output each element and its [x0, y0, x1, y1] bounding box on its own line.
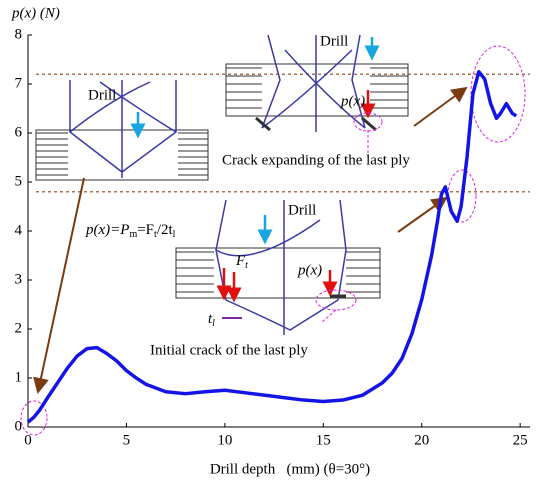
- x-tick-label: 10: [217, 432, 232, 448]
- x-axis-label: Drill depth (mm) (θ=30°): [210, 461, 370, 477]
- annotation: Drill: [288, 202, 316, 218]
- y-tick-label: 1: [15, 369, 23, 385]
- y-tick-label: 3: [15, 271, 23, 287]
- y-tick-label: 5: [15, 173, 23, 189]
- annotation-part: t: [245, 260, 248, 271]
- annotation: Crack expanding of the last ply: [222, 152, 410, 168]
- y-tick-label: 2: [15, 320, 23, 336]
- x-tick-label: 0: [24, 432, 32, 448]
- data-line: [28, 72, 516, 422]
- y-tick-label: 8: [15, 26, 23, 42]
- inset-drill-1: [36, 80, 208, 180]
- x-tick-label: 5: [123, 432, 131, 448]
- annotation: p(x): [340, 93, 365, 109]
- y-tick-label: 4: [15, 222, 23, 238]
- formula-part: /2t: [157, 222, 174, 238]
- annotation: tl: [208, 311, 215, 329]
- annotation: Ft: [235, 253, 248, 271]
- x-tick-label: 15: [316, 432, 331, 448]
- y-tick-label: 7: [15, 75, 23, 91]
- y-axis-label: p(x) (N): [11, 5, 60, 21]
- x-tick-label: 20: [414, 432, 429, 448]
- annotation: Drill: [320, 33, 348, 49]
- x-tick-label: 25: [513, 432, 528, 448]
- formula-part: =F: [137, 222, 154, 238]
- y-tick-label: 0: [15, 418, 23, 434]
- highlight-ellipses: [21, 46, 525, 435]
- y-tick-label: 6: [15, 124, 23, 140]
- annotation-part: l: [212, 318, 215, 329]
- formula-part: l: [173, 229, 176, 240]
- formula-part: p(x)=P: [85, 222, 129, 238]
- inset-drill-3: [176, 200, 380, 335]
- annotation: Initial crack of the last ply: [150, 342, 308, 358]
- formula: p(x)=Pm=Ft/2tl: [85, 222, 176, 240]
- annotation: p(x): [297, 262, 322, 278]
- chart: Drill Drill Drill Crack expanding of the…: [0, 0, 538, 484]
- annotation: Drill: [88, 87, 116, 103]
